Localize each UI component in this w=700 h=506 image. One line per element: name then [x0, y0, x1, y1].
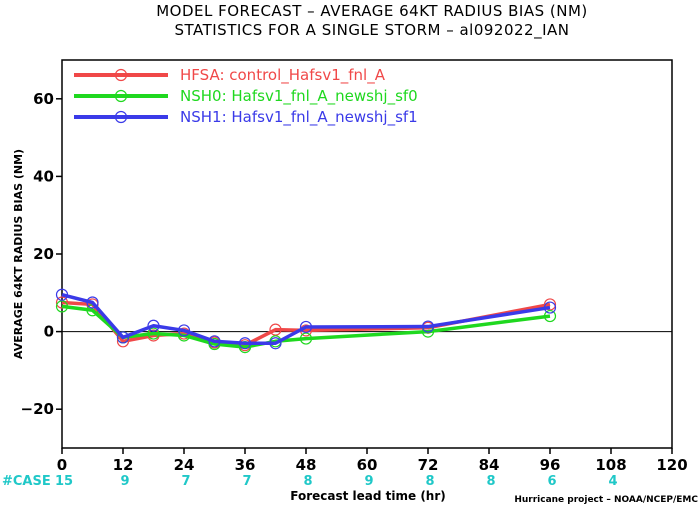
legend-entry: NSH1: Hafsv1_fnl_A_newshj_sf1	[180, 108, 418, 127]
series-point	[299, 332, 313, 345]
series-point	[86, 296, 99, 309]
case-count: 4	[608, 474, 617, 489]
legend-marker	[114, 68, 128, 82]
series-layer	[55, 288, 557, 354]
y-tick-label: 60	[33, 90, 54, 108]
y-tick-label: 20	[33, 245, 54, 263]
series-point	[421, 320, 435, 333]
case-count: 9	[364, 474, 373, 489]
x-tick-label: 36	[235, 456, 256, 474]
case-count: 15	[55, 474, 73, 489]
x-axis-label: Forecast lead time (hr)	[290, 489, 446, 503]
chart-subtitle: STATISTICS FOR A SINGLE STORM – al092022…	[174, 21, 569, 40]
series-line-2	[61, 293, 551, 345]
series-point	[543, 298, 557, 311]
series-point	[238, 337, 252, 350]
case-counts: #CASE 15 9 7 7 8 9 8 8 6 4	[2, 474, 618, 489]
series-point	[269, 337, 282, 350]
case-count: 8	[425, 474, 434, 489]
y-tick-label: 0	[44, 323, 54, 341]
series-point	[543, 301, 557, 314]
chart-title: MODEL FORECAST – AVERAGE 64KT RADIUS BIA…	[156, 2, 588, 20]
series-point	[55, 288, 69, 301]
x-tick-label: 12	[113, 456, 134, 474]
case-count: 7	[242, 474, 251, 489]
y-tick-label: −20	[21, 400, 54, 418]
legend-entry: NSH0: Hafsv1_fnl_A_newshj_sf0	[180, 87, 418, 106]
x-axis: 0 12 24 36 48 60 72 84 96 108 120	[57, 448, 688, 474]
x-tick-label: 48	[296, 456, 317, 474]
x-tick-label: 84	[479, 456, 500, 474]
x-tick-label: 0	[57, 456, 67, 474]
legend-entry: HFSA: control_Hafsv1_fnl_A	[180, 66, 386, 85]
series-point	[208, 337, 221, 351]
series-point	[147, 319, 160, 332]
credit-text: Hurricane project – NOAA/NCEP/EMC	[514, 495, 698, 505]
y-axis-label: AVERAGE 64KT RADIUS BIAS (NM)	[12, 149, 25, 359]
legend: HFSA: control_Hafsv1_fnl_A NSH0: Hafsv1_f…	[74, 66, 418, 127]
y-tick-label: 40	[33, 167, 54, 185]
series-point	[177, 324, 191, 337]
series-point	[208, 335, 221, 348]
series-point	[299, 320, 313, 334]
case-count: 8	[303, 474, 312, 489]
case-count: 9	[120, 474, 129, 489]
case-count-label: #CASE	[2, 474, 51, 489]
y-axis: 60 40 20 0 −20	[21, 90, 62, 418]
legend-marker	[114, 110, 128, 124]
series-point	[147, 327, 160, 340]
series-point	[55, 300, 69, 313]
case-count: 7	[181, 474, 190, 489]
series-point	[116, 331, 130, 344]
x-tick-label: 60	[357, 456, 378, 474]
x-tick-label: 120	[656, 456, 687, 474]
x-tick-label: 96	[540, 456, 561, 474]
case-count: 8	[486, 474, 495, 489]
x-tick-label: 24	[174, 456, 195, 474]
series-point	[543, 309, 557, 323]
x-tick-label: 72	[418, 456, 439, 474]
series-point	[269, 323, 282, 336]
legend-marker	[114, 89, 128, 103]
x-tick-label: 108	[595, 456, 626, 474]
case-count: 6	[547, 474, 556, 489]
